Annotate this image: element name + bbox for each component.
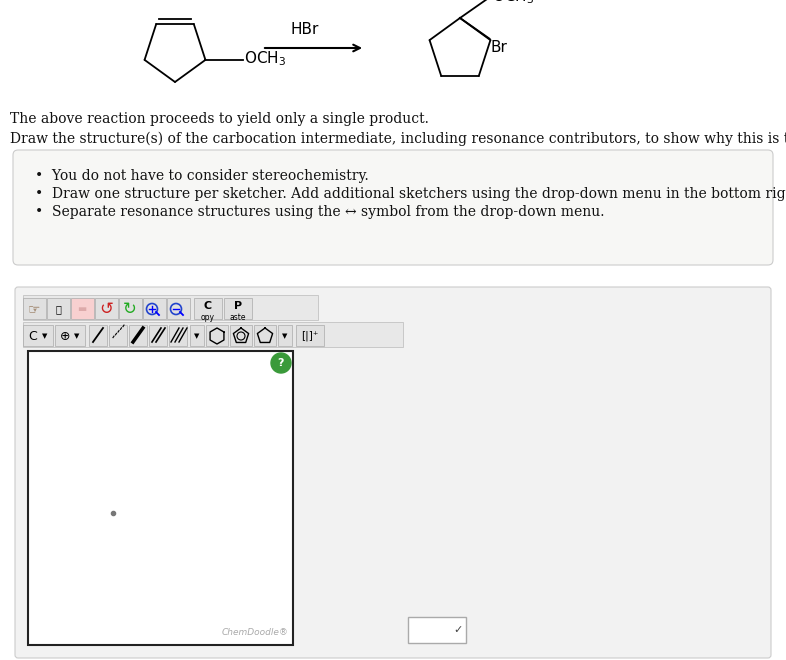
Bar [119,298,142,319]
Text: P: P [234,301,242,311]
Bar [28,351,293,645]
Text: •  Separate resonance structures using the ↔ symbol from the drop-down menu.: • Separate resonance structures using th… [35,205,604,219]
Bar [254,325,276,346]
Text: C: C [204,301,212,311]
Bar [89,325,107,346]
Text: •  Draw one structure per sketcher. Add additional sketchers using the drop-down: • Draw one structure per sketcher. Add a… [35,187,786,201]
Text: ▼: ▼ [282,333,288,339]
Text: ?: ? [277,358,285,368]
Text: ⊕: ⊕ [60,329,70,343]
Bar [167,298,190,319]
Text: Br: Br [490,40,508,55]
Text: The above reaction proceeds to yield only a single product.: The above reaction proceeds to yield onl… [10,112,429,126]
Bar [23,322,403,347]
Text: 🧴: 🧴 [55,304,61,314]
Bar [408,617,466,643]
Text: OCH$_3$: OCH$_3$ [244,50,287,68]
Bar [23,325,53,346]
Bar [95,298,118,319]
Text: ▬: ▬ [77,304,86,314]
Circle shape [271,353,291,373]
Bar [169,325,187,346]
Bar [190,325,204,346]
Text: OCH$_3$: OCH$_3$ [492,0,534,5]
Text: ▼: ▼ [75,333,79,339]
Text: HBr: HBr [291,22,319,38]
Text: Draw the structure(s) of the carbocation intermediate, including resonance contr: Draw the structure(s) of the carbocation… [10,132,786,147]
Bar [149,325,167,346]
Bar [23,298,46,319]
Text: ↻: ↻ [123,300,137,318]
Bar [143,298,166,319]
Bar [206,325,228,346]
Bar [194,298,222,319]
Text: C: C [28,329,38,343]
Bar [71,298,94,319]
Bar [296,325,324,346]
Text: ▼: ▼ [194,333,200,339]
Text: aste: aste [230,313,246,322]
Bar [109,325,127,346]
Bar [230,325,252,346]
Bar [129,325,147,346]
Text: [|]⁺: [|]⁺ [301,331,318,341]
Text: opy: opy [201,313,215,322]
Text: ChemDoodle®: ChemDoodle® [221,628,288,637]
Text: ↺: ↺ [99,300,113,318]
Bar [47,298,70,319]
Text: ✓: ✓ [454,625,463,635]
Bar [55,325,85,346]
Text: ☞: ☞ [28,302,40,316]
FancyBboxPatch shape [15,287,771,658]
Text: •  You do not have to consider stereochemistry.: • You do not have to consider stereochem… [35,169,369,183]
Bar [278,325,292,346]
Text: ▼: ▼ [42,333,48,339]
FancyBboxPatch shape [13,150,773,265]
Bar [224,298,252,319]
Bar [23,295,318,320]
